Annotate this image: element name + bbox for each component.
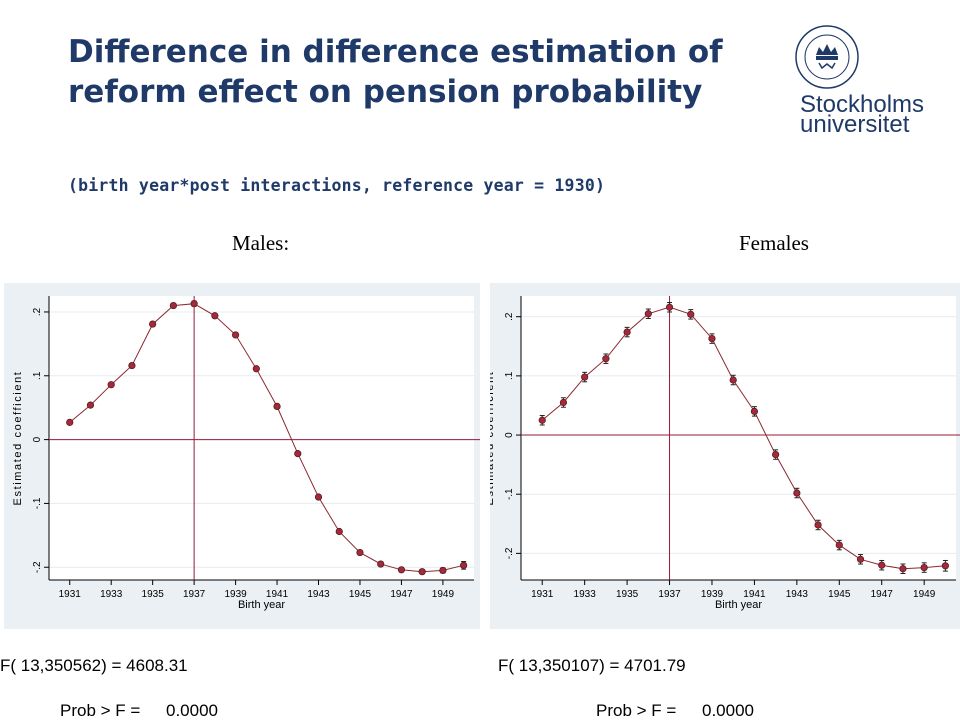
males-x-tick-label: 1949 (432, 589, 455, 600)
females-data-point (623, 328, 631, 336)
males-y-tick-label: .1 (32, 371, 43, 380)
males-data-point (418, 568, 426, 576)
males-y-tick-label: .2 (32, 307, 43, 316)
logo-text-line2: universitet (800, 111, 910, 138)
males-plot-area (49, 296, 474, 580)
females-data-point (750, 407, 759, 415)
females-y-tick-label: .2 (504, 312, 515, 321)
males-data-point (128, 361, 136, 370)
females-data-point (581, 373, 589, 381)
males-x-tick-label: 1933 (100, 589, 123, 600)
females-chart-panel: -.2 -.1 0 .1 .2 1931 1933 1935 1937 1939 1941 1943 1… (484, 283, 960, 629)
females-x-tick-label: 1941 (743, 589, 766, 600)
males-x-tick-label: 1937 (183, 589, 206, 600)
males-data-point (439, 566, 447, 575)
males-data-point (252, 365, 260, 373)
males-data-point (314, 493, 323, 501)
females-data-point (644, 310, 652, 318)
males-series-line (69, 303, 464, 573)
males-data-point (377, 560, 385, 568)
females-data-point (835, 541, 843, 549)
males-data-point (211, 312, 219, 320)
males-data-point (273, 402, 281, 411)
females-y-tick-label: .1 (504, 371, 515, 380)
logo-text-line1: Stockholms (800, 91, 925, 118)
males-x-axis-label: Birth year (238, 599, 285, 611)
males-data-point (149, 320, 157, 328)
females-data-point (687, 310, 695, 318)
males-x-tick-label: 1931 (59, 589, 82, 600)
males-data-point (356, 548, 364, 557)
females-x-tick-label: 1935 (616, 589, 639, 600)
females-data-point (899, 565, 907, 573)
males-data-point (190, 300, 198, 308)
males-data-point (460, 561, 468, 569)
males-data-point (397, 566, 406, 574)
females-data-point (856, 555, 865, 563)
females-y-tick-label: 0 (504, 432, 515, 438)
males-data-point (86, 401, 95, 409)
crown-seal-icon (795, 25, 859, 89)
females-x-tick-label: 1943 (786, 589, 809, 600)
males-y-tick-label: 0 (32, 436, 43, 442)
females-y-tick-label: -.1 (504, 488, 515, 500)
females-series-line (541, 306, 946, 570)
females-x-tick-label: 1933 (574, 589, 597, 600)
females-data-point (559, 398, 568, 407)
males-prob-value: 0.0000 (166, 701, 218, 720)
females-x-tick-label: 1939 (701, 589, 724, 600)
females-data-point (729, 376, 737, 384)
females-data-point (772, 450, 780, 459)
females-prob-label: Prob > F = (596, 701, 677, 720)
males-chart-title: Males: (232, 231, 290, 255)
females-data-point (665, 303, 674, 311)
males-f-statistic: F( 13,350562) = 4608.31 (0, 656, 188, 675)
males-y-tick-label: -.1 (32, 497, 43, 509)
females-chart: -.2 -.1 0 .1 .2 1931 1933 1935 1937 1939 1941 1943 1… (484, 296, 960, 611)
males-y-axis-label: Estimated coefficient (12, 371, 24, 506)
university-logo (790, 22, 940, 142)
males-data-point (169, 301, 177, 310)
males-x-tick-label: 1947 (390, 589, 413, 600)
females-y-axis-label: Estimated coefficient (490, 371, 496, 506)
females-data-point (538, 416, 546, 424)
males-data-point (294, 450, 302, 458)
males-prob-label: Prob > F = (60, 701, 141, 720)
males-x-tick-label: 1945 (349, 589, 372, 600)
slide-subtitle: (birth year*post interactions, reference… (68, 176, 606, 195)
females-data-point (920, 563, 928, 572)
males-data-point (107, 381, 115, 389)
slide-title: Difference in difference estimation of r… (68, 34, 723, 110)
females-plot-area (521, 296, 956, 580)
females-x-tick-label: 1937 (658, 589, 681, 600)
males-data-point (66, 418, 74, 426)
females-data-point (708, 334, 716, 343)
females-data-point (941, 562, 949, 570)
females-data-point (793, 489, 801, 497)
males-chart-panel: -.2 -.1 0 .1 .2 1931 1933 1935 1937 1939 1941 1943 1… (4, 283, 480, 629)
females-x-tick-label: 1931 (531, 589, 554, 600)
males-x-tick-label: 1941 (266, 589, 289, 600)
females-x-axis-label: Birth year (715, 599, 762, 611)
males-x-tick-label: 1935 (142, 589, 165, 600)
females-f-statistic: F( 13,350107) = 4701.79 (498, 656, 686, 675)
males-data-point (231, 331, 240, 339)
females-y-tick-label: -.2 (504, 547, 515, 559)
females-data-point (814, 521, 822, 529)
males-chart: -.2 -.1 0 .1 .2 1931 1933 1935 1937 1939 1941 1943 1… (12, 296, 480, 611)
males-y-tick-label: -.2 (32, 561, 43, 573)
females-data-point (602, 355, 610, 363)
females-x-tick-label: 1949 (913, 589, 936, 600)
females-prob-value: 0.0000 (702, 701, 754, 720)
females-chart-title: Females (739, 231, 809, 255)
males-x-tick-label: 1939 (224, 589, 247, 600)
females-data-point (878, 561, 886, 569)
males-x-tick-label: 1943 (307, 589, 330, 600)
males-data-point (335, 527, 343, 536)
females-x-tick-label: 1945 (828, 589, 851, 600)
females-x-tick-label: 1947 (871, 589, 894, 600)
